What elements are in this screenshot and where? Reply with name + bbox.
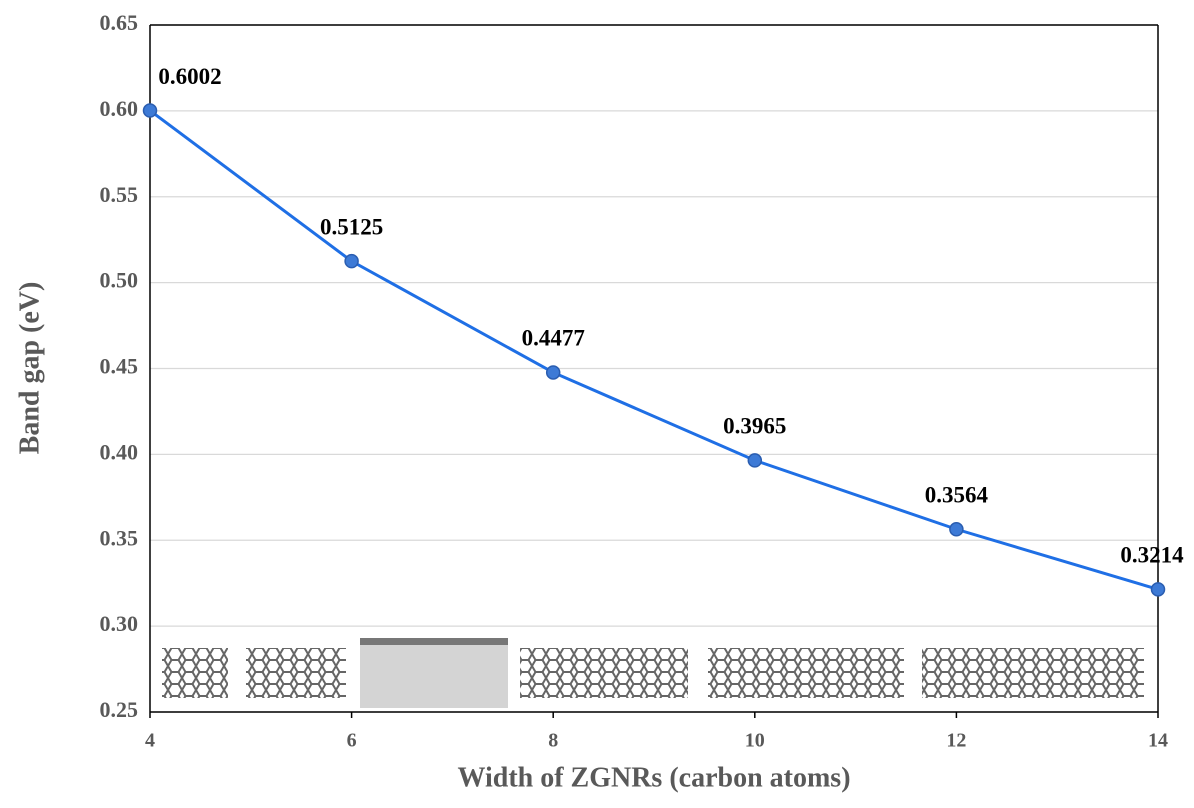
ribbon-image (360, 638, 508, 645)
x-tick-label: 8 (548, 730, 558, 752)
ribbon-image (360, 638, 508, 708)
x-tick-label: 6 (347, 730, 357, 752)
data-label: 0.3564 (925, 483, 989, 508)
x-tick-label: 10 (745, 730, 765, 752)
y-tick-label: 0.55 (100, 182, 139, 207)
y-tick-label: 0.50 (100, 268, 139, 293)
x-tick-label: 14 (1148, 730, 1168, 752)
line (150, 111, 1158, 590)
y-tick-label: 0.30 (100, 611, 139, 636)
marker (547, 366, 560, 379)
y-tick-label: 0.25 (100, 697, 139, 722)
y-tick-label: 0.40 (100, 439, 139, 464)
chart: Width of ZGNRs (carbon atoms) Band gap (… (0, 0, 1194, 803)
marker (144, 104, 157, 117)
y-tick-label: 0.35 (100, 525, 139, 550)
ribbon-image (708, 648, 904, 698)
data-label: 0.3965 (723, 414, 786, 439)
marker (345, 255, 358, 268)
x-axis-title: Width of ZGNRs (carbon atoms) (457, 762, 850, 793)
data-label: 0.6002 (158, 64, 221, 89)
ribbon-image (922, 648, 1144, 698)
data-label: 0.3214 (1120, 543, 1184, 568)
marker (748, 454, 761, 467)
ribbon-image (162, 648, 228, 698)
x-tick-label: 4 (145, 730, 155, 752)
ribbon-images (162, 638, 1144, 708)
y-tick-label: 0.60 (100, 96, 139, 121)
data-label: 0.4477 (522, 326, 585, 351)
page: Width of ZGNRs (carbon atoms) Band gap (… (0, 0, 1194, 808)
y-tick-label: 0.45 (100, 354, 139, 379)
data-label: 0.5125 (320, 214, 383, 239)
y-axis-title: Band gap (eV) (14, 282, 45, 455)
x-tick-label: 12 (946, 730, 966, 752)
marker (1152, 583, 1165, 596)
y-tick-label: 0.65 (100, 10, 139, 35)
marker (950, 523, 963, 536)
ribbon-image (520, 648, 688, 698)
ribbon-image (246, 648, 346, 698)
